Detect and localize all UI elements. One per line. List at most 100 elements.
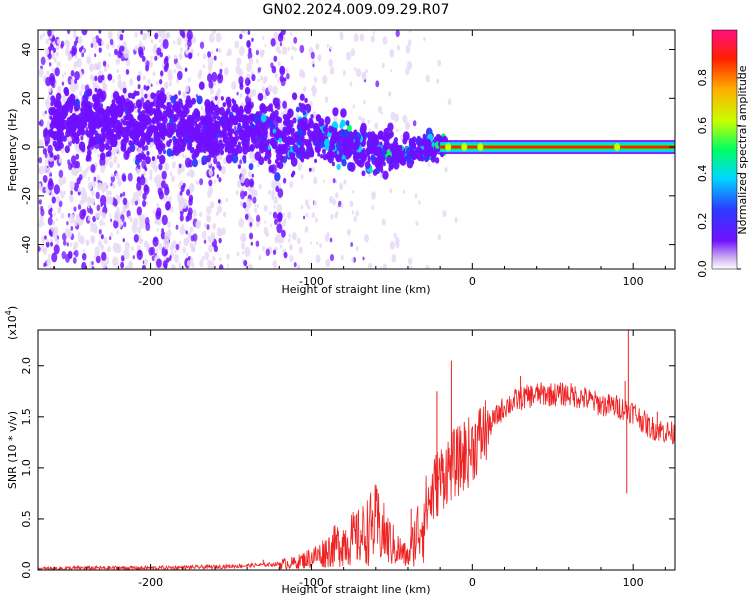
tone-spot (445, 143, 452, 152)
tone-spot (614, 143, 621, 152)
heatmap-cell (168, 81, 172, 87)
heatmap-cell (213, 81, 216, 87)
heatmap-cell (121, 30, 125, 34)
heatmap-cell (216, 98, 220, 105)
snr-exponent-label: (x104) (4, 306, 19, 340)
heatmap-cell (336, 163, 341, 171)
heatmap-cell (249, 232, 254, 240)
heatmap-cell (221, 143, 225, 148)
heatmap-cell (86, 88, 93, 97)
heatmap-cell (186, 30, 193, 41)
heatmap-cell (91, 36, 97, 45)
heatmap-cell (405, 121, 411, 130)
heatmap-cell (58, 200, 63, 208)
heatmap-cell (205, 155, 212, 163)
heatmap-cell (173, 113, 179, 121)
heatmap-cell (322, 126, 327, 132)
heatmap-cell (434, 157, 440, 164)
heatmap-cell (198, 121, 203, 129)
heatmap-cell (112, 183, 116, 189)
heatmap-cell (49, 115, 53, 120)
heatmap-cell (70, 78, 74, 84)
heatmap-cell (343, 129, 350, 139)
heatmap-cell (289, 152, 296, 161)
heatmap-cell (187, 46, 190, 51)
heatmap-cell (53, 212, 56, 217)
heatmap-cell (176, 78, 180, 84)
heatmap-cell (300, 157, 305, 163)
heatmap-cell (96, 61, 102, 71)
x-tick-label: 0 (469, 576, 476, 589)
x-tick-label: -200 (138, 576, 163, 589)
heatmap-cell (91, 180, 96, 188)
heatmap-cell (252, 128, 259, 137)
heatmap-cell (94, 53, 97, 58)
heatmap-cell (74, 71, 80, 81)
heatmap-cell (286, 73, 290, 80)
heatmap-cell (42, 32, 45, 38)
heatmap-cell (344, 137, 349, 143)
heatmap-cell (307, 139, 312, 146)
heatmap-cell (50, 241, 54, 247)
heatmap-cell (239, 159, 243, 165)
heatmap-cell (116, 230, 120, 235)
heatmap-cell (277, 33, 284, 43)
heatmap-cell (324, 233, 330, 242)
heatmap-cell (254, 151, 262, 161)
heatmap-cell (173, 69, 176, 74)
heatmap-cell (39, 34, 43, 40)
heatmap-cell (287, 108, 294, 118)
heatmap-cell (153, 164, 158, 173)
heatmap-cell (108, 52, 111, 57)
heatmap-cell (196, 95, 203, 105)
heatmap-cell (89, 208, 94, 215)
x-tick-label: 100 (623, 275, 644, 288)
heatmap-cell (104, 143, 110, 151)
heatmap-cell (141, 55, 146, 62)
heatmap-cell (38, 121, 42, 126)
heatmap-cell (248, 57, 254, 65)
heatmap-cell (303, 215, 306, 220)
heatmap-cell (91, 266, 95, 269)
heatmap-cell (179, 190, 183, 196)
heatmap-cell (161, 135, 166, 141)
heatmap-cell (371, 191, 376, 200)
heatmap-cell (96, 153, 100, 159)
heatmap-cell (160, 231, 166, 240)
heatmap-cell (133, 90, 138, 97)
heatmap-cell (149, 174, 153, 181)
heatmap-cell (240, 176, 245, 184)
heatmap-cell (134, 200, 138, 206)
heatmap-cell (186, 188, 191, 196)
heatmap-cell (80, 84, 85, 91)
heatmap-cell (192, 209, 197, 217)
heatmap-cell (128, 106, 134, 113)
heatmap-cell (210, 232, 216, 240)
snr-exponent-base: (x10 (6, 315, 19, 340)
heatmap-cell (328, 125, 334, 133)
heatmap-cell (123, 134, 130, 144)
heatmap-cell (254, 207, 258, 213)
heatmap-cell (188, 52, 193, 59)
heatmap-cell (160, 180, 166, 189)
colorbar-ticks: 0.0 0.2 0.4 0.6 0.8 (696, 69, 741, 278)
heatmap-cell (302, 110, 306, 116)
heatmap-cell (184, 155, 187, 159)
heatmap-cell (116, 207, 120, 213)
heatmap-cell (181, 120, 188, 129)
heatmap-cell (364, 160, 371, 170)
heatmap-cell (145, 156, 151, 165)
heatmap-cell (72, 257, 77, 264)
heatmap-cell (47, 94, 51, 100)
heatmap-cell (148, 246, 154, 256)
heatmap-cell (275, 134, 280, 141)
heatmap-cell (55, 217, 58, 222)
heatmap-cell (252, 196, 257, 204)
heatmap-cell (64, 228, 70, 237)
heatmap-cell (273, 55, 278, 62)
heatmap-cell (87, 181, 93, 191)
snr-frame (37, 329, 676, 571)
heatmap-cell (106, 43, 110, 50)
heatmap-cell (237, 122, 241, 128)
heatmap-cell (65, 47, 70, 56)
